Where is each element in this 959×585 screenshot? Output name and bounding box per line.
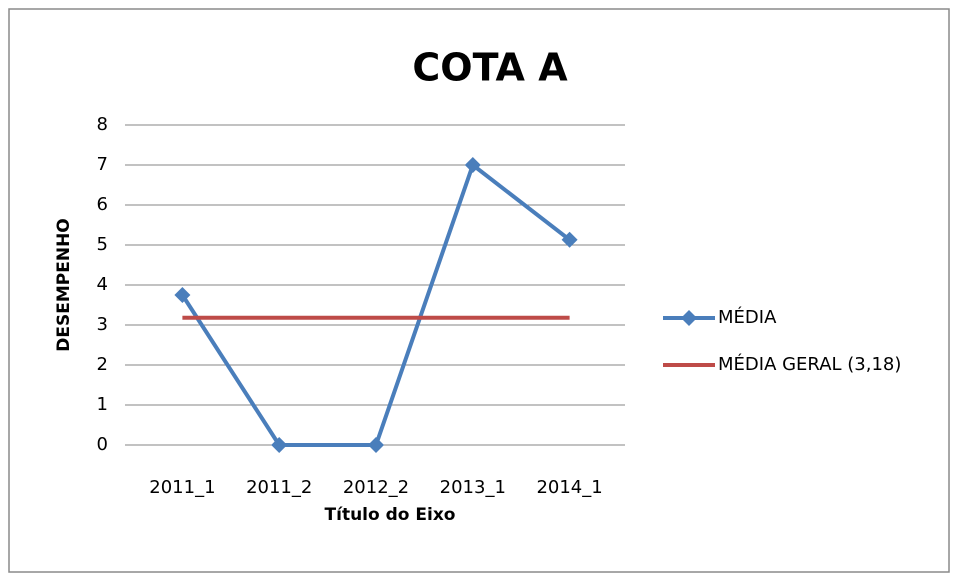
legend-label: MÉDIA	[718, 306, 777, 328]
point-marker	[174, 287, 191, 303]
x-tick-label: 2011_2	[246, 477, 312, 498]
x-tick-label: 2011_1	[149, 477, 215, 498]
y-tick-label: 0	[97, 434, 108, 455]
x-tick-label: 2012_2	[343, 477, 409, 498]
point-marker	[561, 231, 578, 248]
point-marker	[271, 437, 288, 453]
y-tick-label: 6	[97, 194, 108, 215]
y-tick-label: 2	[97, 354, 108, 375]
chart-title: COTA A	[412, 46, 568, 90]
y-tick-label: 8	[97, 114, 108, 135]
legend-marker	[681, 310, 697, 326]
x-tick-label: 2014_1	[536, 477, 602, 498]
y-tick-label: 3	[97, 314, 108, 335]
y-tick-label: 4	[97, 274, 108, 295]
chart-border	[8, 8, 950, 573]
y-tick-label: 7	[97, 154, 108, 175]
x-tick-label: 2013_1	[440, 477, 506, 498]
y-tick-label: 1	[97, 394, 108, 415]
point-marker	[464, 157, 481, 173]
x-axis-title: Título do Eixo	[325, 505, 456, 525]
y-tick-label: 5	[97, 234, 108, 255]
legend-label: MÉDIA GERAL (3,18)	[718, 353, 901, 375]
y-axis-title: DESEMPENHO	[54, 218, 74, 351]
point-marker	[368, 437, 384, 453]
